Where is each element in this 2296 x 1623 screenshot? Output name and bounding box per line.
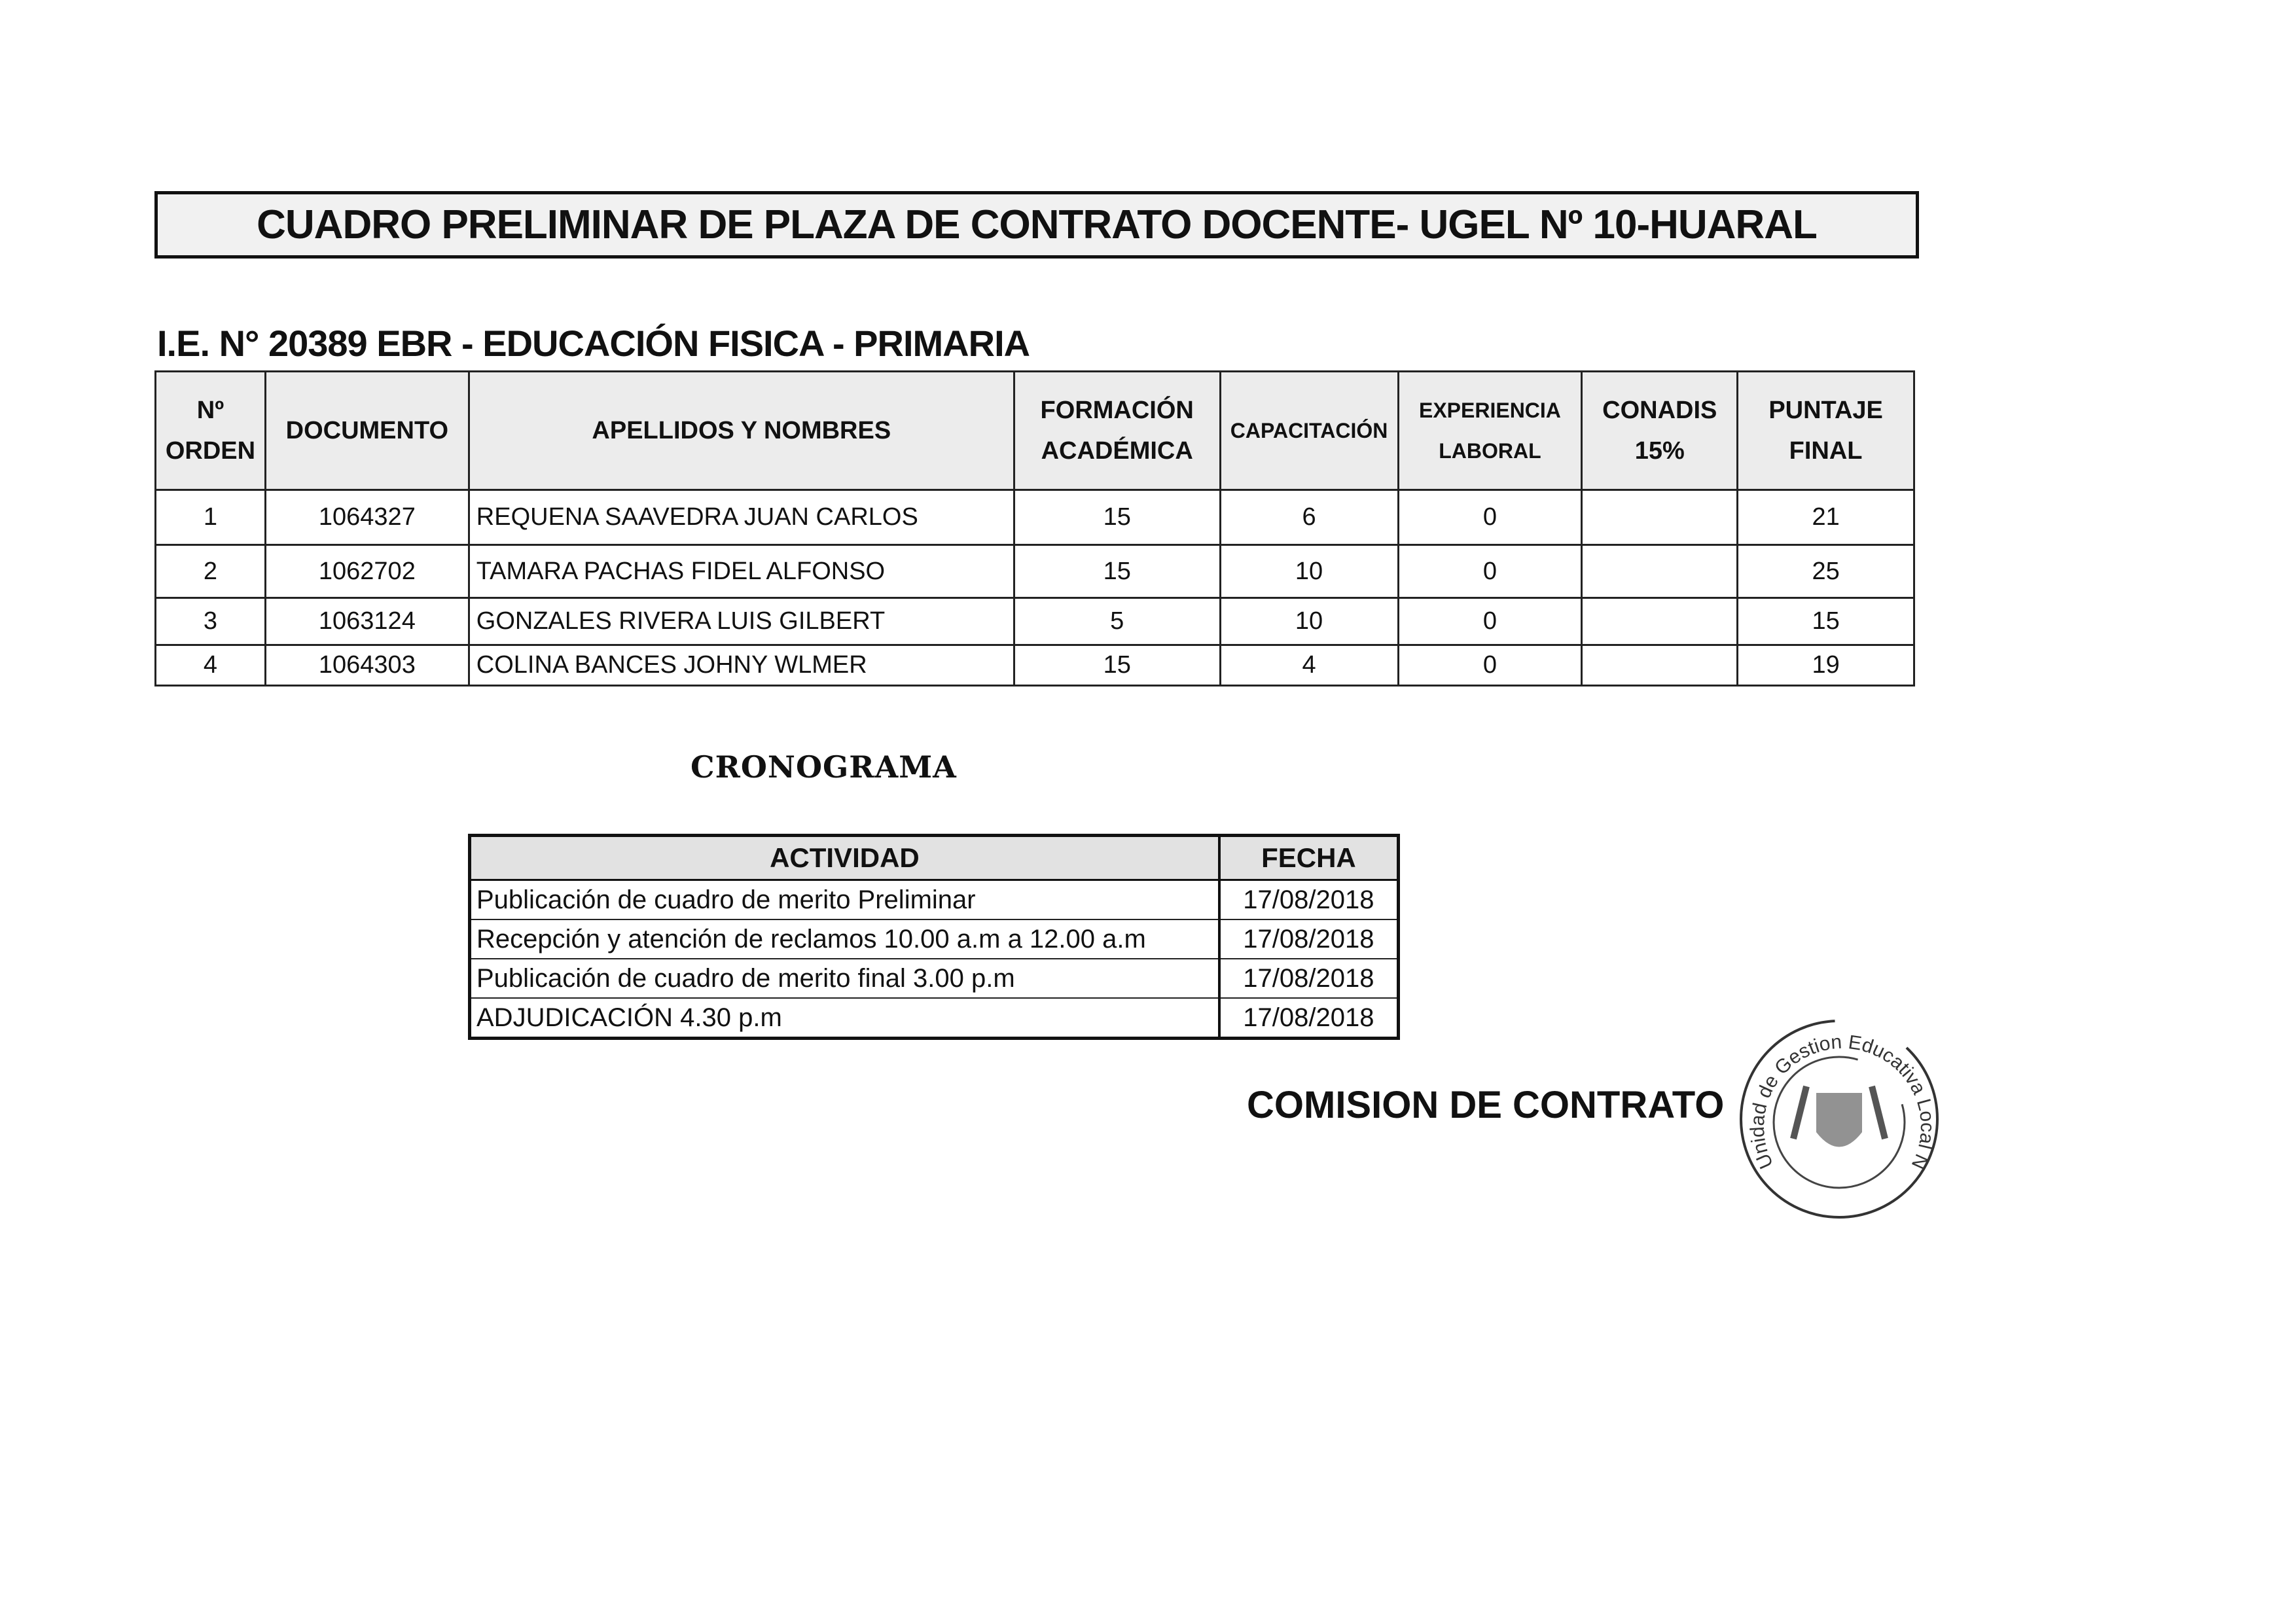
institution-subtitle: I.E. N° 20389 EBR - EDUCACIÓN FISICA - P… [157, 323, 1030, 364]
cronograma-table: ACTIVIDAD FECHA Publicación de cuadro de… [468, 834, 1400, 1040]
cell-actividad: Publicación de cuadro de merito final 3.… [469, 958, 1220, 999]
cell-actividad: ADJUDICACIÓN 4.30 p.m [469, 997, 1220, 1039]
cronograma-row: Publicación de cuadro de merito final 3.… [469, 958, 1399, 999]
cell-conadis [1581, 544, 1739, 599]
cell-experiencia: 0 [1397, 597, 1583, 646]
header-conadis: CONADIS 15% [1581, 370, 1739, 491]
official-seal-stamp: Unidad de Gestion Educativa Local N° 10 [1734, 1014, 1939, 1219]
cronograma-row: Recepción y atención de reclamos 10.00 a… [469, 919, 1399, 959]
table-row: 2 1062702 TAMARA PACHAS FIDEL ALFONSO 15… [154, 544, 1915, 599]
cell-fecha: 17/08/2018 [1217, 919, 1399, 959]
cell-formacion: 15 [1013, 544, 1221, 599]
cell-fecha: 17/08/2018 [1217, 958, 1399, 999]
cell-documento: 1062702 [264, 544, 470, 599]
cell-orden: 3 [154, 597, 266, 646]
header-formacion: FORMACIÓN ACADÉMICA [1013, 370, 1221, 491]
table-header-row: Nº ORDEN DOCUMENTO APELLIDOS Y NOMBRES FO… [154, 370, 1915, 491]
ranking-table: Nº ORDEN DOCUMENTO APELLIDOS Y NOMBRES FO… [154, 370, 1915, 687]
cell-conadis [1581, 644, 1739, 687]
header-orden: Nº ORDEN [154, 370, 266, 491]
cell-experiencia: 0 [1397, 644, 1583, 687]
cell-experiencia: 0 [1397, 544, 1583, 599]
cell-documento: 1063124 [264, 597, 470, 646]
cell-experiencia: 0 [1397, 489, 1583, 546]
cell-orden: 4 [154, 644, 266, 687]
cronograma-row: ADJUDICACIÓN 4.30 p.m 17/08/2018 [469, 997, 1399, 1039]
table-row: 3 1063124 GONZALES RIVERA LUIS GILBERT 5… [154, 597, 1915, 646]
cronograma-header-row: ACTIVIDAD FECHA [468, 834, 1399, 881]
signature-label: COMISION DE CONTRATO [1247, 1084, 1725, 1126]
cell-puntaje: 19 [1736, 644, 1915, 687]
document-title: CUADRO PRELIMINAR DE PLAZA DE CONTRATO D… [154, 191, 1919, 259]
cell-actividad: Recepción y atención de reclamos 10.00 a… [469, 919, 1220, 959]
cell-formacion: 15 [1013, 644, 1221, 687]
cell-formacion: 15 [1013, 489, 1221, 546]
header-fecha: FECHA [1217, 834, 1399, 881]
cell-capacitacion: 10 [1219, 544, 1399, 599]
cell-puntaje: 15 [1736, 597, 1915, 646]
cell-capacitacion: 10 [1219, 597, 1399, 646]
cell-nombre: REQUENA SAAVEDRA JUAN CARLOS [467, 489, 1015, 546]
coat-of-arms-icon [1816, 1093, 1862, 1147]
table-row: 1 1064327 REQUENA SAAVEDRA JUAN CARLOS 1… [154, 489, 1915, 546]
header-documento: DOCUMENTO [264, 370, 470, 491]
cell-puntaje: 21 [1736, 489, 1915, 546]
header-experiencia: EXPERIENCIA LABORAL [1397, 370, 1583, 491]
header-nombres: APELLIDOS Y NOMBRES [467, 370, 1015, 491]
cell-capacitacion: 4 [1219, 644, 1399, 687]
header-puntaje: PUNTAJE FINAL [1736, 370, 1915, 491]
cell-documento: 1064327 [264, 489, 470, 546]
cell-conadis [1581, 489, 1739, 546]
cell-documento: 1064303 [264, 644, 470, 687]
cell-orden: 2 [154, 544, 266, 599]
cell-nombre: TAMARA PACHAS FIDEL ALFONSO [467, 544, 1015, 599]
header-actividad: ACTIVIDAD [468, 834, 1221, 881]
cell-conadis [1581, 597, 1739, 646]
cronograma-title: CRONOGRAMA [691, 749, 957, 785]
cell-nombre: COLINA BANCES JOHNY WLMER [467, 644, 1015, 687]
cell-capacitacion: 6 [1219, 489, 1399, 546]
cell-nombre: GONZALES RIVERA LUIS GILBERT [467, 597, 1015, 646]
table-row: 4 1064303 COLINA BANCES JOHNY WLMER 15 4… [154, 644, 1915, 687]
cell-puntaje: 25 [1736, 544, 1915, 599]
cell-orden: 1 [154, 489, 266, 546]
header-capacitacion: CAPACITACIÓN [1219, 370, 1399, 491]
cronograma-row: Publicación de cuadro de merito Prelimin… [469, 879, 1399, 920]
cell-formacion: 5 [1013, 597, 1221, 646]
cell-fecha: 17/08/2018 [1217, 879, 1399, 920]
cell-fecha: 17/08/2018 [1217, 997, 1399, 1039]
cell-actividad: Publicación de cuadro de merito Prelimin… [469, 879, 1220, 920]
